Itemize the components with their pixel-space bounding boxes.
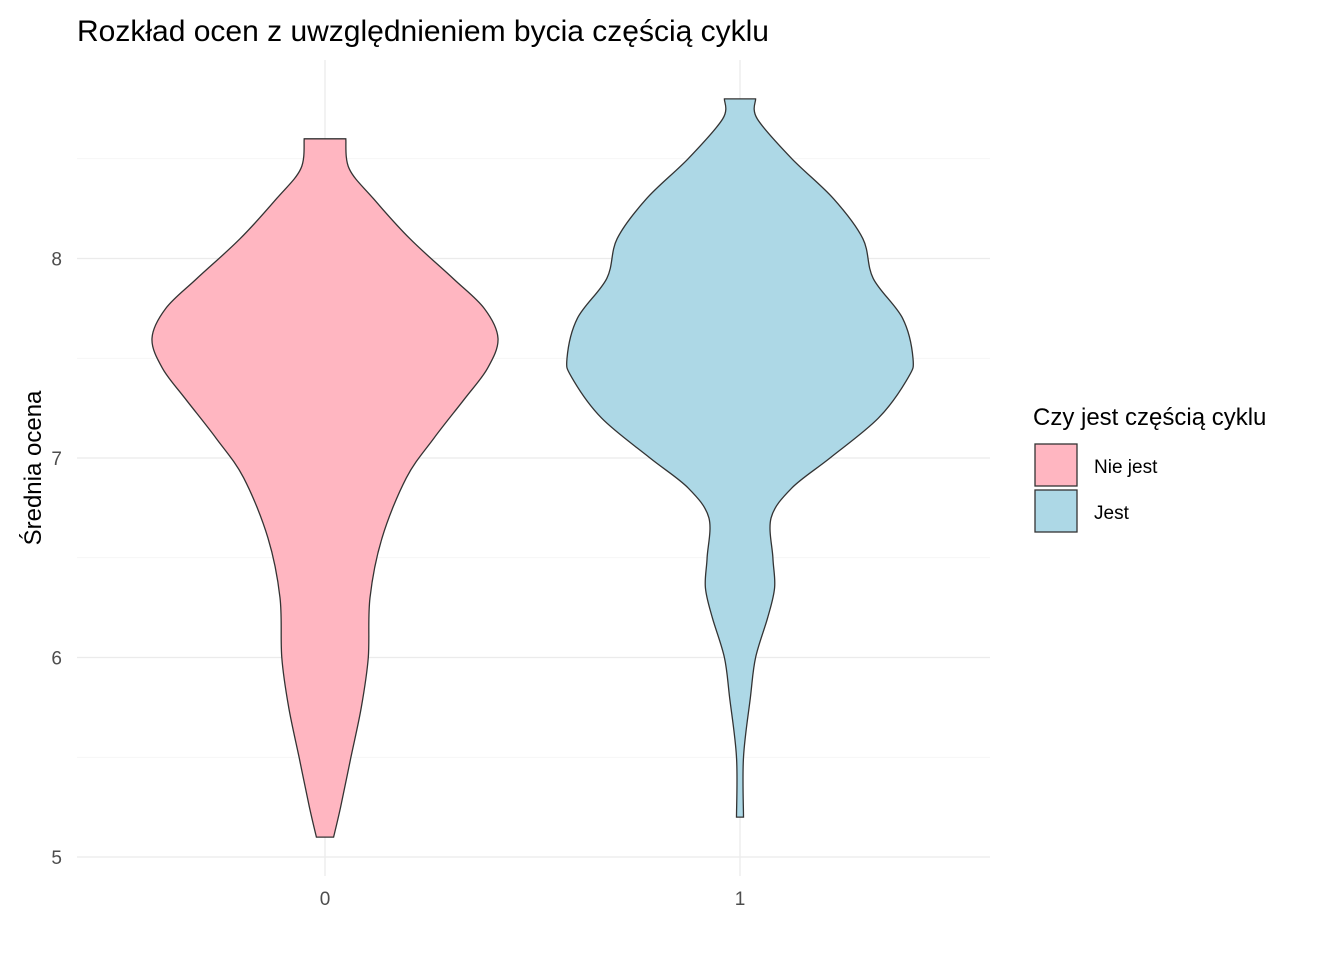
y-axis-ticks: 5 6 7 8: [51, 250, 62, 870]
legend-key: [1034, 489, 1078, 533]
x-tick-label: 0: [320, 889, 331, 910]
y-tick-label: 7: [51, 449, 62, 470]
legend-label: Nie jest: [1094, 457, 1158, 478]
y-tick-label: 8: [51, 250, 62, 271]
y-tick-label: 5: [51, 848, 62, 869]
y-tick-label: 6: [51, 649, 62, 670]
grid-lines: [77, 60, 990, 876]
legend: Czy jest częścią cyklu Nie jest Jest: [1033, 404, 1266, 533]
chart-title: Rozkład ocen z uwzględnieniem bycia częś…: [77, 15, 769, 48]
violin-0: [151, 138, 499, 838]
violin-1: [565, 98, 915, 818]
y-axis-title: Średnia ocena: [19, 390, 47, 545]
legend-label: Jest: [1094, 503, 1130, 524]
legend-key: [1034, 443, 1078, 487]
x-tick-label: 1: [735, 889, 746, 910]
legend-title: Czy jest częścią cyklu: [1033, 404, 1266, 431]
violins: [151, 98, 915, 838]
